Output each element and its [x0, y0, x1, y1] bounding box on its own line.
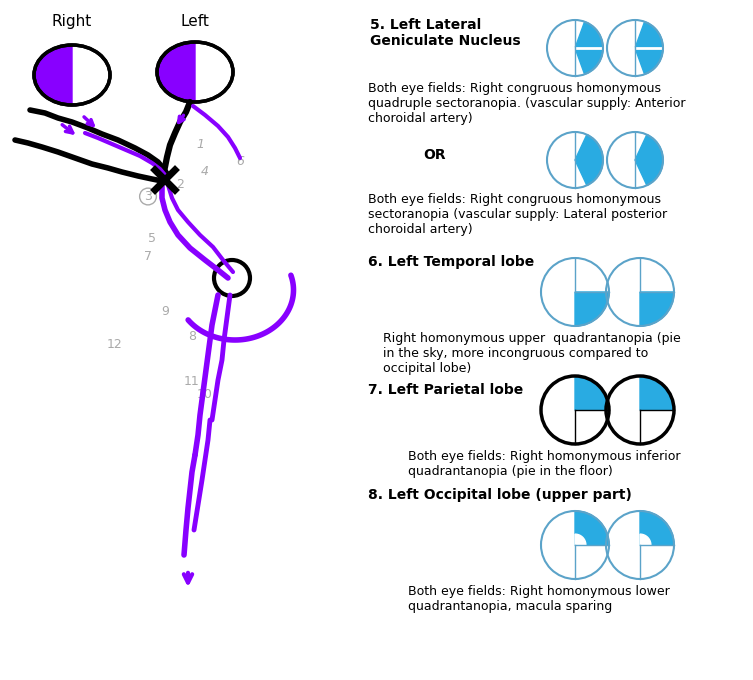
Polygon shape	[635, 22, 663, 48]
Polygon shape	[157, 42, 195, 102]
Circle shape	[541, 258, 609, 326]
Text: Both eye fields: Right homonymous inferior
quadrantanopia (pie in the floor): Both eye fields: Right homonymous inferi…	[408, 450, 681, 478]
Polygon shape	[575, 22, 603, 48]
Text: 6: 6	[236, 155, 244, 168]
Polygon shape	[575, 292, 609, 326]
Text: 3: 3	[144, 190, 152, 203]
Polygon shape	[575, 511, 609, 545]
Text: 6. Left Temporal lobe: 6. Left Temporal lobe	[368, 255, 534, 269]
Text: 5: 5	[148, 232, 156, 245]
Polygon shape	[34, 45, 72, 105]
Circle shape	[541, 511, 609, 579]
Text: Both eye fields: Right homonymous lower
quadrantanopia, macula sparing: Both eye fields: Right homonymous lower …	[408, 585, 669, 613]
Circle shape	[547, 132, 603, 188]
Circle shape	[541, 376, 609, 444]
Circle shape	[606, 511, 674, 579]
Text: 8. Left Occipital lobe (upper part): 8. Left Occipital lobe (upper part)	[368, 488, 632, 502]
Polygon shape	[640, 534, 651, 545]
Text: Right homonymous upper  quadrantanopia (pie
in the sky, more incongruous compare: Right homonymous upper quadrantanopia (p…	[383, 332, 681, 375]
Circle shape	[606, 376, 674, 444]
Text: Both eye fields: Right congruous homonymous
quadruple sectoranopia. (vascular su: Both eye fields: Right congruous homonym…	[368, 82, 685, 125]
Text: 8: 8	[188, 330, 196, 343]
Text: Both eye fields: Right congruous homonymous
sectoranopia (vascular supply: Later: Both eye fields: Right congruous homonym…	[368, 193, 667, 236]
Polygon shape	[575, 135, 603, 186]
Text: 12: 12	[107, 338, 123, 351]
Text: 7: 7	[144, 250, 152, 263]
Text: 2: 2	[176, 178, 184, 191]
Text: 10: 10	[197, 388, 213, 401]
Text: 1: 1	[196, 138, 204, 151]
Polygon shape	[640, 511, 674, 545]
Text: Left: Left	[181, 14, 209, 29]
Text: 11: 11	[184, 375, 200, 388]
Text: OR: OR	[423, 148, 446, 162]
Text: 7. Left Parietal lobe: 7. Left Parietal lobe	[368, 383, 523, 397]
Circle shape	[547, 20, 603, 76]
Circle shape	[607, 20, 663, 76]
Polygon shape	[635, 48, 663, 74]
Text: 5. Left Lateral
Geniculate Nucleus: 5. Left Lateral Geniculate Nucleus	[370, 18, 520, 48]
Text: 4: 4	[201, 165, 209, 178]
Text: 9: 9	[161, 305, 169, 318]
Polygon shape	[575, 48, 603, 74]
Circle shape	[606, 258, 674, 326]
Polygon shape	[575, 376, 609, 410]
Polygon shape	[640, 376, 674, 410]
Text: Right: Right	[52, 14, 92, 29]
Polygon shape	[635, 135, 663, 186]
Polygon shape	[575, 534, 586, 545]
Circle shape	[607, 132, 663, 188]
Polygon shape	[640, 292, 674, 326]
